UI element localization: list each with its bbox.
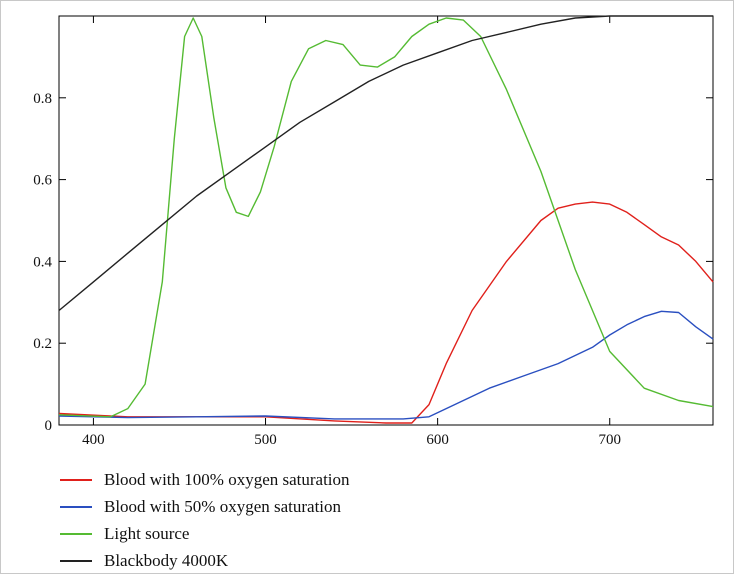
- line-chart: 400 500 600 700 0 0.2 0.4 0.6 0.8: [33, 15, 714, 448]
- legend-swatch-light-source: [60, 532, 92, 535]
- legend-label-light-source: Light source: [104, 523, 190, 543]
- legend-swatch-blood-50: [60, 505, 92, 508]
- y-tick-label: 0.6: [33, 173, 52, 189]
- legend-swatch-blood-100: [60, 478, 92, 481]
- legend-item-light-source: Light source: [60, 520, 350, 547]
- x-tick-label: 400: [82, 432, 105, 448]
- x-tick-label: 600: [426, 432, 449, 448]
- axes: 400 500 600 700 0 0.2 0.4 0.6 0.8: [33, 15, 714, 448]
- legend-label-blood-100: Blood with 100% oxygen saturation: [104, 469, 350, 489]
- legend-item-blood-100: Blood with 100% oxygen saturation: [60, 466, 350, 493]
- series-line-blood-with-50-oxygen-saturation: [58, 310, 714, 420]
- legend-item-blackbody: Blackbody 4000K: [60, 547, 350, 574]
- legend-label-blackbody: Blackbody 4000K: [104, 550, 229, 570]
- x-tick-label: 700: [598, 432, 621, 448]
- y-tick-label: 0.4: [33, 254, 52, 270]
- series-lines: [58, 15, 714, 424]
- series-line-blackbody-4000k: [58, 15, 713, 312]
- series-line-blood-with-100-oxygen-saturation: [58, 201, 714, 424]
- series-line-light-source: [58, 17, 714, 418]
- legend-swatch-blackbody: [60, 559, 92, 562]
- x-tick-label: 500: [254, 432, 277, 448]
- legend-label-blood-50: Blood with 50% oxygen saturation: [104, 496, 342, 516]
- plot-border: [58, 15, 714, 426]
- y-tick-label: 0: [45, 418, 53, 434]
- y-tick-label: 0.2: [33, 336, 52, 352]
- legend: Blood with 100% oxygen saturation Blood …: [60, 466, 350, 574]
- legend-item-blood-50: Blood with 50% oxygen saturation: [60, 493, 350, 520]
- y-tick-label: 0.8: [33, 91, 52, 107]
